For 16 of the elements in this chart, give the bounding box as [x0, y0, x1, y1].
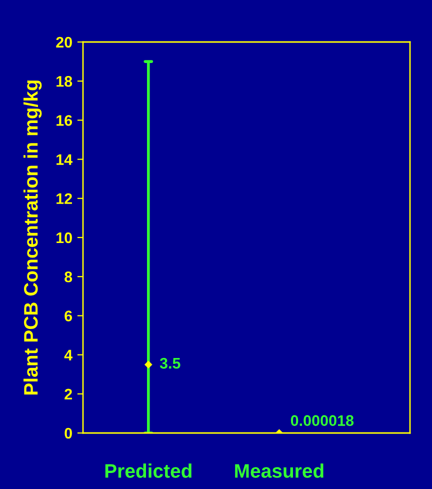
y-tick-label: 2 [64, 388, 72, 400]
data-label: 0.000018 [290, 415, 354, 426]
y-tick-label: 0 [64, 428, 72, 439]
y-tick-label: 6 [64, 310, 72, 322]
y-tick-label: 12 [56, 193, 72, 204]
x-tick-label: Predicted [105, 464, 192, 478]
y-tick-label: 16 [56, 115, 72, 126]
y-tick-label: 10 [56, 232, 72, 244]
x-tick-label: Measured [235, 464, 324, 478]
y-tick-label: 4 [64, 350, 72, 360]
data-label: 3.5 [160, 358, 180, 369]
y-tick-label: 8 [64, 271, 72, 282]
y-tick-label: 18 [56, 76, 72, 87]
y-axis-title: Plant PCB Concentration in mg/kg [23, 80, 42, 394]
y-tick-label: 14 [56, 154, 73, 165]
y-tick-label: 20 [56, 36, 72, 48]
